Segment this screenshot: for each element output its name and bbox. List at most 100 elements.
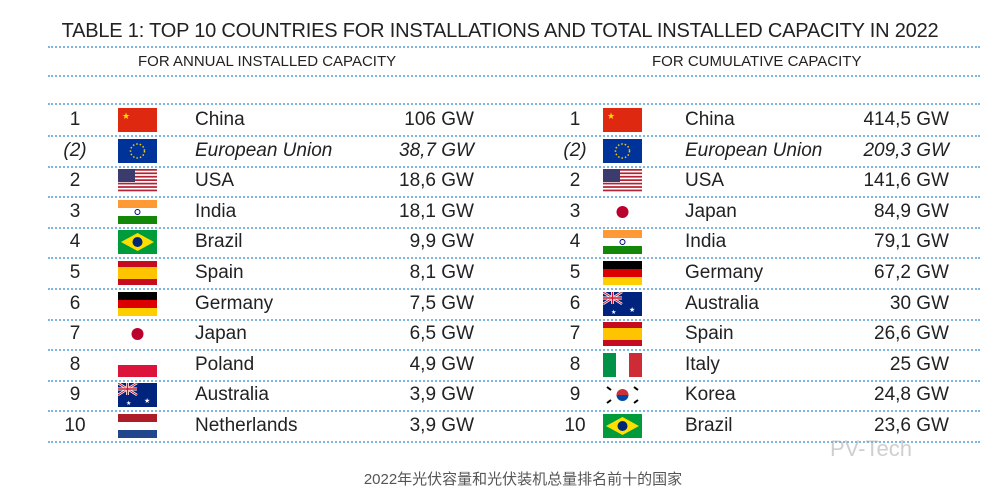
rank: 1 xyxy=(69,109,81,130)
divider xyxy=(48,441,980,443)
country-name: USA xyxy=(195,170,235,192)
rank: 2 xyxy=(69,170,81,192)
country-name: India xyxy=(195,200,237,222)
country-name: Italy xyxy=(685,353,720,375)
rank: 7 xyxy=(69,323,81,345)
flag-au-icon: ★ ★ xyxy=(603,291,642,316)
watermark: PV-Tech xyxy=(830,436,912,461)
table-row: 7 Japan 6,5 GW 7 Spain 26,6 GW xyxy=(0,319,1000,349)
capacity-value: 26,6 GW xyxy=(874,323,949,345)
table-row: 4 Brazil 9,9 GW 4 India 79,1 GW xyxy=(0,227,1000,257)
rank: 4 xyxy=(569,231,581,253)
capacity-value: 3,9 GW xyxy=(409,384,474,406)
flag-eu-icon xyxy=(118,138,157,163)
flag-es-icon xyxy=(118,261,157,285)
divider xyxy=(48,103,980,105)
flag-es-icon xyxy=(603,322,642,347)
capacity-value: 209,3 GW xyxy=(863,139,949,161)
flag-cn-icon: ★ xyxy=(603,108,642,132)
table-row: (2) European Union 38,7 GW (2) European Unio… xyxy=(0,136,1000,166)
flag-us-icon xyxy=(603,169,642,194)
flag-cn-icon: ★ xyxy=(118,108,157,132)
capacity-value: 6,5 GW xyxy=(409,323,474,345)
divider xyxy=(48,318,980,321)
table-row: 1 ★ China 106 GW 1 ★ China 414,5 GW xyxy=(0,105,1000,135)
rank: 7 xyxy=(569,323,581,345)
divider xyxy=(48,196,980,199)
capacity-value: 141,6 GW xyxy=(863,170,949,192)
table-row: 10 Netherlands 3,9 GW 10 Brazil 23,6 GW xyxy=(0,411,1000,441)
capacity-value: 79,1 GW xyxy=(874,231,949,253)
capacity-value: 18,1 GW xyxy=(399,200,474,222)
country-name: Spain xyxy=(195,262,244,283)
flag-kr-icon xyxy=(603,383,642,408)
country-name: Korea xyxy=(685,384,736,406)
divider xyxy=(48,410,980,413)
country-name: India xyxy=(685,231,727,253)
capacity-value: 9,9 GW xyxy=(409,231,474,253)
capacity-value: 38,7 GW xyxy=(399,139,474,161)
table-row: 5 Spain 8,1 GW 5 Germany 67,2 GW xyxy=(0,258,1000,288)
capacity-value: 7,5 GW xyxy=(409,292,474,314)
rank: 10 xyxy=(564,415,586,436)
rank: 3 xyxy=(569,200,581,222)
country-name: Netherlands xyxy=(195,415,298,436)
capacity-value: 18,6 GW xyxy=(399,170,474,192)
country-name: Australia xyxy=(195,384,269,406)
svg-text:★: ★ xyxy=(611,309,616,316)
flag-br-icon xyxy=(603,414,642,438)
country-name: European Union xyxy=(685,139,823,161)
divider xyxy=(48,257,980,260)
divider xyxy=(48,288,980,290)
svg-text:★: ★ xyxy=(126,400,131,407)
cumulative-heading: FOR CUMULATIVE CAPACITY xyxy=(652,53,862,70)
country-name: Brazil xyxy=(685,415,733,436)
flag-br-icon xyxy=(118,230,157,255)
capacity-value: 414,5 GW xyxy=(863,109,949,130)
capacity-value: 67,2 GW xyxy=(874,262,949,283)
flag-de-icon xyxy=(603,261,642,285)
flag-us-icon xyxy=(118,169,157,194)
divider xyxy=(48,165,980,168)
divider xyxy=(48,349,980,352)
capacity-value: 30 GW xyxy=(889,292,949,314)
flag-in-icon xyxy=(118,199,157,224)
flag-nl-icon xyxy=(118,414,157,438)
country-name: Japan xyxy=(195,323,247,345)
capacity-value: 24,8 GW xyxy=(874,384,949,406)
rank: 9 xyxy=(569,384,581,406)
country-name: Poland xyxy=(195,353,255,375)
divider xyxy=(48,46,980,48)
capacity-value: 106 GW xyxy=(404,109,474,130)
svg-text:★: ★ xyxy=(629,306,635,314)
capacity-value: 8,1 GW xyxy=(409,262,474,283)
rank: 5 xyxy=(569,262,581,283)
capacity-value: 3,9 GW xyxy=(409,415,474,436)
rank: 8 xyxy=(69,353,81,375)
rank: 3 xyxy=(69,200,81,222)
divider xyxy=(48,379,980,382)
country-name: Spain xyxy=(685,323,734,345)
capacity-value: 84,9 GW xyxy=(874,200,949,222)
country-name: Australia xyxy=(685,292,759,314)
rank: 4 xyxy=(69,231,81,253)
country-name: Germany xyxy=(195,292,274,314)
country-name: Germany xyxy=(685,262,764,283)
flag-au-icon: ★ ★ xyxy=(118,383,157,408)
rank: 6 xyxy=(69,292,81,314)
rank: (2) xyxy=(63,139,87,161)
rank: 8 xyxy=(569,353,581,375)
rank: 9 xyxy=(69,384,81,406)
country-name: European Union xyxy=(195,139,333,161)
table-row: 2 USA 18,6 GW 2 USA 141,6 GW xyxy=(0,166,1000,196)
flag-de-icon xyxy=(118,291,157,316)
flag-pl-icon xyxy=(118,352,157,377)
country-name: USA xyxy=(685,170,725,192)
divider xyxy=(48,226,980,229)
table-row: 9 ★ ★ Australia 3,9 GW 9 Korea 24,8 GW xyxy=(0,380,1000,410)
caption: 2022年光伏容量和光伏装机总量排名前十的国家 xyxy=(363,471,683,488)
country-name: China xyxy=(195,109,245,130)
country-name: China xyxy=(685,109,735,130)
country-name: Japan xyxy=(685,200,737,222)
divider xyxy=(48,135,980,137)
